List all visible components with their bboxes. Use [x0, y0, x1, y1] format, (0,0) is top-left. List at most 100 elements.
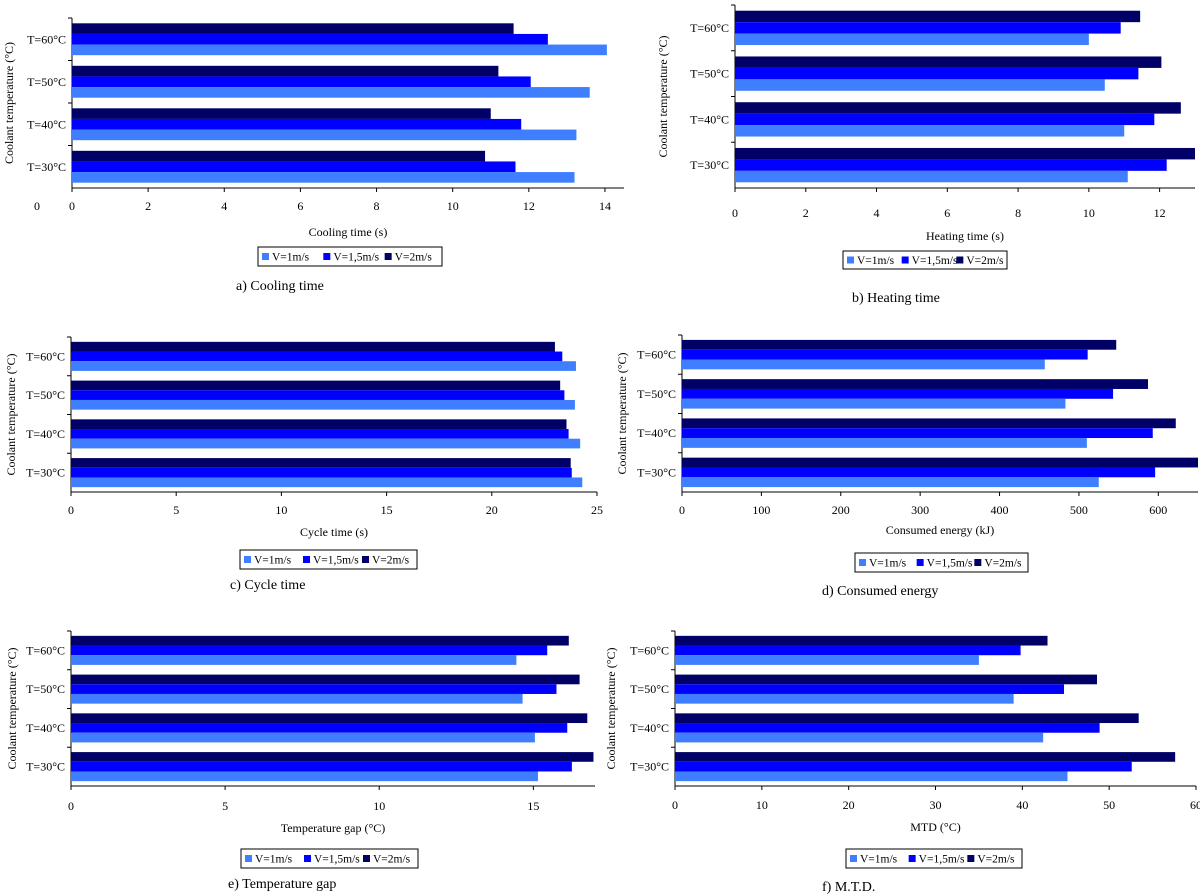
- bar-v-2m-s-t-50-c: [735, 56, 1162, 68]
- category-label: T=40°C: [637, 426, 676, 440]
- category-label: T=60°C: [690, 21, 729, 35]
- bar-v-2m-s-t-60-c: [71, 635, 569, 646]
- x-tick-label: 10: [373, 799, 385, 813]
- category-label: T=60°C: [26, 643, 65, 657]
- bar-v-2m-s-t-60-c: [72, 23, 514, 34]
- legend-label: V=1,5m/s: [333, 252, 379, 264]
- legend-box: [845, 848, 1023, 869]
- bar-v-1m-s-t-30-c: [71, 477, 583, 488]
- legend: V=1m/s V=1,5m/s V=2m/s: [240, 848, 419, 869]
- legend-label: V=1m/s: [860, 854, 898, 866]
- bar-v-2m-s-t-60-c: [71, 341, 555, 352]
- category-label: T=30°C: [26, 466, 65, 480]
- x-tick-label: 60: [1190, 798, 1200, 812]
- x-tick-label: 8: [1015, 206, 1021, 220]
- y-axis-label: Coolant temperature (°C): [2, 42, 16, 164]
- bar-v-1-5m-s-t-60-c: [71, 645, 548, 656]
- x-tick-label: 4: [221, 199, 227, 213]
- legend-label: V=2m/s: [395, 252, 433, 264]
- bar-v-2m-s-t-30-c: [71, 458, 571, 468]
- chart-caption: d) Consumed energy: [822, 584, 938, 599]
- x-tick-label: 30: [930, 798, 942, 812]
- x-tick-label: 10: [756, 798, 768, 812]
- bar-v-1m-s-t-60-c: [682, 359, 1045, 370]
- x-tick-label: 2: [803, 206, 809, 220]
- y-axis-label: Coolant temperature (°C): [604, 647, 618, 769]
- x-tick-label: 20: [843, 798, 855, 812]
- category-label: T=50°C: [26, 388, 65, 402]
- x-axis-label: Consumed energy (kJ): [886, 523, 994, 537]
- category-label: T=40°C: [26, 427, 65, 441]
- bar-v-1m-s-t-40-c: [71, 438, 581, 449]
- x-tick-label: 15: [381, 503, 393, 517]
- bar-v-1m-s-t-60-c: [675, 655, 979, 665]
- x-tick-label: 50: [1103, 798, 1115, 812]
- x-axis-label: Cycle time (s): [300, 525, 368, 539]
- bar-v-1-5m-s-t-60-c: [682, 349, 1088, 360]
- bar-v-1m-s-t-60-c: [735, 33, 1089, 46]
- legend: V=1m/s V=1,5m/s V=2m/s: [854, 552, 1029, 573]
- x-tick-label: 0: [69, 199, 75, 213]
- bar-v-1-5m-s-t-30-c: [71, 467, 572, 478]
- x-tick-label: 2: [145, 199, 151, 213]
- bar-v-1-5m-s-t-60-c: [735, 22, 1121, 34]
- bar-v-1m-s-t-30-c: [675, 771, 1068, 782]
- category-label: T=30°C: [637, 465, 676, 479]
- chart-caption: b) Heating time: [852, 291, 940, 306]
- legend-swatch-v-2m-s: [956, 256, 964, 264]
- legend-swatch-v-2m-s: [363, 855, 370, 862]
- bar-v-2m-s-t-40-c: [682, 418, 1176, 429]
- bar-v-2m-s-t-50-c: [675, 674, 1098, 685]
- bar-v-1m-s-t-50-c: [71, 693, 523, 704]
- legend: V=1m/s V=1,5m/s V=2m/s: [842, 250, 1008, 270]
- legend-box: [239, 549, 418, 570]
- x-tick-label: 12: [1154, 206, 1166, 220]
- bar-v-1m-s-t-40-c: [735, 125, 1125, 137]
- category-label: T=50°C: [26, 682, 65, 696]
- bar-v-1-5m-s-t-30-c: [735, 159, 1167, 171]
- legend-swatch-v-1m-s: [850, 855, 857, 862]
- bar-v-2m-s-t-60-c: [675, 635, 1048, 646]
- x-tick-label: 10: [447, 199, 459, 213]
- x-tick-label: 100: [752, 503, 770, 517]
- category-label: T=60°C: [26, 349, 65, 363]
- legend-swatch-v-2m-s: [362, 556, 369, 563]
- legend-swatch-v-1-5m-s: [908, 855, 916, 862]
- bar-v-1-5m-s-t-60-c: [72, 33, 548, 45]
- x-tick-label: 300: [911, 503, 929, 517]
- x-tick-label: 20: [486, 503, 498, 517]
- legend-swatch-v-1-5m-s: [303, 556, 310, 563]
- bar-v-1-5m-s-t-40-c: [675, 723, 1100, 733]
- legend-label: V=1,5m/s: [314, 854, 360, 866]
- legend-label: V=1,5m/s: [919, 854, 965, 866]
- legend-label: V=2m/s: [373, 854, 411, 866]
- legend-label: V=1,5m/s: [313, 555, 359, 567]
- bar-v-2m-s-t-30-c: [735, 147, 1195, 160]
- x-tick-label: 0: [732, 206, 738, 220]
- x-tick-label: 0: [68, 503, 74, 517]
- category-label: T=30°C: [630, 760, 669, 774]
- bar-v-1m-s-t-60-c: [72, 44, 607, 56]
- legend-label: V=1,5m/s: [912, 255, 958, 267]
- x-axis-label: Cooling time (s): [309, 225, 388, 239]
- bar-v-1-5m-s-t-30-c: [675, 761, 1132, 772]
- bar-v-1m-s-t-50-c: [71, 399, 575, 410]
- bar-v-1m-s-t-40-c: [682, 438, 1087, 448]
- chart-e-temperature-gap: 0 5 10 15 T=30°C T=40°C T=50°C T=60°C Temperatur…: [5, 630, 595, 892]
- legend-box: [257, 246, 443, 267]
- legend-label: V=2m/s: [966, 255, 1004, 267]
- x-tick-label: 6: [944, 206, 950, 220]
- category-label: T=50°C: [637, 387, 676, 401]
- chart-caption: a) Cooling time: [236, 279, 324, 294]
- x-tick-label: 14: [599, 199, 611, 213]
- bar-v-1m-s-t-60-c: [71, 655, 517, 665]
- x-tick-label: 8: [374, 199, 380, 213]
- x-tick-label: 12: [523, 199, 535, 213]
- chart-caption: c) Cycle time: [230, 578, 305, 593]
- bar-v-1m-s-t-40-c: [71, 732, 535, 743]
- x-tick-label: 10: [1083, 206, 1095, 220]
- category-label: T=50°C: [27, 75, 66, 89]
- legend-label: V=2m/s: [984, 558, 1022, 570]
- bar-v-1-5m-s-t-40-c: [682, 428, 1153, 439]
- bar-v-2m-s-t-40-c: [675, 713, 1139, 724]
